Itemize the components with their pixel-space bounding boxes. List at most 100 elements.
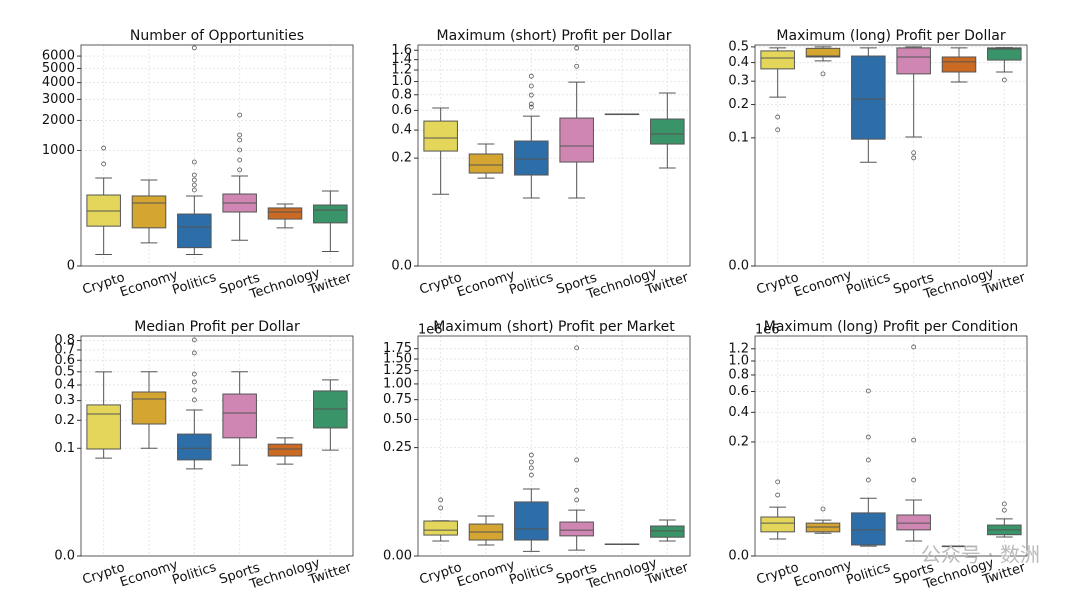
outlier (865, 388, 871, 394)
outlier (1001, 501, 1007, 507)
outlier (574, 345, 580, 351)
box (222, 393, 257, 439)
y-tick-label: 0.8 (728, 367, 749, 382)
y-tick-label: 0.0 (54, 549, 75, 564)
y-tick-label: 1.75 (383, 341, 412, 356)
box (514, 501, 549, 541)
panel-title: Median Profit per Dollar (134, 319, 300, 335)
outlier (528, 459, 534, 465)
outlier (101, 145, 107, 151)
outlier (820, 71, 826, 77)
offset-label: 1e6 (755, 323, 780, 338)
outlier (528, 83, 534, 89)
outlier (101, 161, 107, 167)
outlier (911, 150, 917, 156)
box (267, 207, 303, 220)
y-tick-label: 1.6 (391, 43, 412, 58)
x-tick-label: Politics (508, 560, 556, 588)
box (131, 391, 167, 425)
box (559, 521, 594, 537)
y-tick-label: 2000 (42, 113, 75, 128)
box (423, 520, 458, 536)
y-tick-label: 0.3 (54, 393, 75, 408)
y-tick-label: 3000 (42, 92, 75, 107)
plot-frame (80, 44, 354, 267)
outlier (528, 92, 534, 98)
box (313, 204, 348, 224)
box (987, 47, 1022, 61)
outlier (574, 487, 580, 493)
outlier (438, 497, 444, 503)
panel-title: Maximum (long) Profit per Condition (764, 319, 1019, 335)
panel-title: Maximum (short) Profit per Dollar (437, 28, 672, 44)
outlier (775, 492, 781, 498)
y-tick-label: 0.2 (728, 434, 749, 449)
y-tick-label: 0.4 (728, 55, 749, 70)
y-tick-label: 0.0 (391, 259, 412, 274)
outlier (911, 155, 917, 161)
y-tick-label: 4000 (42, 75, 75, 90)
box (851, 55, 886, 140)
panel-title: Maximum (long) Profit per Dollar (776, 28, 1005, 44)
box (896, 47, 931, 75)
outlier (775, 479, 781, 485)
outlier (911, 344, 917, 350)
box (131, 195, 167, 229)
outlier (528, 104, 534, 110)
y-tick-label: 0.2 (391, 151, 412, 166)
x-tick-label: Politics (171, 560, 219, 588)
box (267, 443, 303, 457)
y-tick-label: 0.5 (728, 39, 749, 54)
y-tick-label: 0.1 (728, 130, 749, 145)
box (86, 404, 121, 450)
outlier (191, 187, 197, 193)
y-tick-label: 0.8 (54, 333, 75, 348)
y-tick-label: 0.6 (391, 103, 412, 118)
outlier (775, 127, 781, 133)
outlier (775, 114, 781, 120)
offset-label: 1e6 (418, 323, 443, 338)
y-tick-label: 1.4 (391, 52, 412, 67)
box (896, 514, 931, 531)
y-tick-label: 1.50 (383, 352, 412, 367)
y-tick-label: 0.1 (54, 441, 75, 456)
outlier (237, 147, 243, 153)
y-tick-label: 0.4 (728, 405, 749, 420)
y-tick-label: 1.0 (391, 74, 412, 89)
y-tick-label: 5000 (42, 61, 75, 76)
y-tick-label: 1000 (42, 143, 75, 158)
y-tick-label: 1.2 (728, 341, 749, 356)
outlier (528, 465, 534, 471)
plot-frame (417, 335, 691, 557)
box (468, 153, 504, 174)
box (514, 140, 549, 176)
outlier (528, 101, 534, 107)
outlier (1001, 507, 1007, 513)
outlier (1001, 77, 1007, 83)
outlier (191, 182, 197, 188)
box (177, 213, 212, 249)
y-tick-label: 1.0 (728, 353, 749, 368)
plot-frame (417, 44, 691, 267)
outlier (574, 497, 580, 503)
outlier (911, 477, 917, 483)
box (805, 522, 841, 533)
y-tick-label: 0.25 (383, 440, 412, 455)
y-tick-label: 0.0 (728, 549, 749, 564)
panel-title: Maximum (short) Profit per Market (433, 319, 675, 335)
outlier (191, 371, 197, 377)
outlier (191, 379, 197, 385)
outlier (191, 177, 197, 183)
y-tick-label: 0 (67, 259, 75, 274)
outlier (191, 397, 197, 403)
outlier (865, 477, 871, 483)
box (423, 120, 458, 152)
box (559, 117, 594, 163)
outlier (237, 167, 243, 173)
outlier (191, 387, 197, 393)
box (805, 47, 841, 58)
watermark: 公众号 · 数洲 (921, 543, 1040, 567)
y-tick-label: 6000 (42, 49, 75, 64)
outlier (237, 137, 243, 143)
